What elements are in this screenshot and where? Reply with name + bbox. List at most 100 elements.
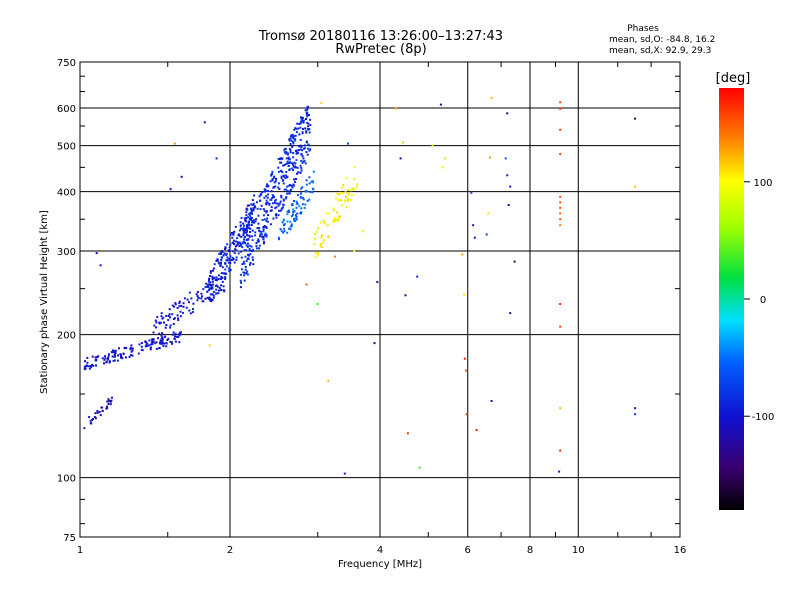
- y-tick-label: 400: [57, 188, 76, 199]
- echo-point: [224, 272, 226, 275]
- echo-point: [254, 234, 257, 237]
- echo-point: [215, 288, 218, 291]
- echo-point: [248, 249, 251, 252]
- echo-point: [277, 214, 280, 217]
- echo-point: [86, 356, 89, 359]
- echo-point: [351, 194, 354, 197]
- echo-point: [305, 111, 308, 114]
- echo-point: [169, 188, 172, 191]
- echo-point: [119, 353, 122, 356]
- echo-point: [124, 356, 127, 359]
- echo-point: [301, 203, 304, 206]
- echo-point: [299, 139, 302, 141]
- echo-point: [320, 221, 322, 224]
- echo-point: [240, 243, 242, 246]
- echo-point: [220, 261, 222, 264]
- echo-point: [306, 107, 309, 110]
- tick-labels: 1 2 4 6 8 10 16 75 100 200 300 400 500 600 750: [57, 58, 686, 556]
- echo-point: [256, 239, 259, 242]
- echo-point: [154, 342, 157, 345]
- echo-point: [309, 124, 312, 127]
- echo-point: [298, 122, 301, 125]
- echo-point: [222, 272, 225, 275]
- echo-point: [558, 470, 561, 473]
- chart-title: Tromsø 20180116 13:26:00–13:27:43: [258, 29, 503, 44]
- echo-point: [235, 249, 238, 252]
- echo-point: [289, 143, 292, 145]
- echo-point: [197, 296, 200, 299]
- echo-point: [224, 278, 227, 280]
- echo-point: [148, 339, 151, 342]
- echo-point: [180, 304, 183, 307]
- echo-point: [118, 347, 120, 350]
- echo-point: [90, 365, 93, 368]
- echo-point: [252, 202, 255, 205]
- echo-point: [113, 359, 116, 362]
- echo-point: [280, 169, 283, 172]
- echo-point: [101, 409, 104, 412]
- x-tick-label: 8: [527, 545, 533, 556]
- echo-point: [108, 361, 111, 364]
- echo-point: [490, 400, 493, 402]
- echo-point: [321, 234, 323, 237]
- echo-point: [506, 112, 509, 115]
- echo-point: [268, 203, 271, 206]
- echo-point: [313, 238, 316, 241]
- x-tick-label: 6: [465, 545, 471, 556]
- echo-point: [109, 403, 112, 406]
- echo-point: [373, 342, 376, 345]
- echo-point: [345, 195, 348, 198]
- echo-point: [96, 411, 99, 414]
- echo-point: [145, 343, 148, 346]
- echo-point: [203, 121, 206, 124]
- echo-point: [273, 196, 275, 199]
- echo-point: [295, 178, 297, 180]
- echo-point: [88, 367, 91, 370]
- echo-point: [285, 196, 288, 198]
- echo-point: [306, 147, 309, 150]
- echo-point: [155, 341, 158, 344]
- x-tick-label: 10: [572, 545, 585, 556]
- echo-point: [299, 164, 302, 167]
- echo-point: [140, 345, 143, 348]
- echo-point: [293, 184, 296, 187]
- echo-point: [225, 272, 228, 275]
- echo-point: [242, 234, 245, 236]
- echo-point: [128, 355, 131, 358]
- echo-point: [305, 283, 308, 286]
- echo-point: [262, 226, 265, 229]
- echo-point: [200, 297, 203, 300]
- echo-point: [242, 222, 245, 225]
- echo-point: [246, 230, 249, 233]
- echo-point: [292, 208, 295, 211]
- echo-point: [146, 345, 149, 347]
- echo-point: [292, 163, 294, 166]
- echo-point: [286, 213, 289, 216]
- echo-point: [207, 280, 210, 283]
- echo-point: [212, 290, 215, 293]
- echo-point: [183, 297, 186, 300]
- echo-point: [217, 292, 220, 295]
- echo-point: [305, 141, 308, 144]
- echo-point: [161, 339, 164, 342]
- echo-point: [269, 198, 272, 201]
- echo-point: [170, 341, 173, 344]
- echo-point: [96, 410, 99, 412]
- echo-point: [286, 175, 289, 178]
- echo-point: [306, 115, 309, 118]
- echo-point: [114, 354, 117, 357]
- echo-point: [228, 246, 231, 249]
- echo-point: [292, 134, 295, 137]
- echo-point: [286, 231, 289, 234]
- echo-point: [320, 101, 323, 104]
- echo-point: [99, 264, 102, 267]
- echo-point: [250, 219, 253, 222]
- echo-point: [244, 265, 247, 268]
- echo-point: [347, 142, 349, 145]
- echo-point: [289, 220, 292, 223]
- echo-point: [231, 236, 234, 239]
- echo-point: [257, 214, 260, 217]
- echo-point: [159, 342, 162, 345]
- echo-point: [301, 186, 304, 189]
